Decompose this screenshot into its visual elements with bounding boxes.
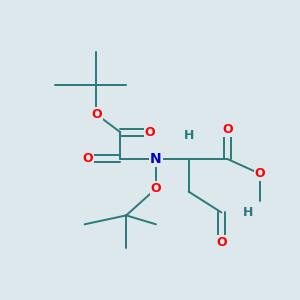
Text: O: O bbox=[145, 126, 155, 139]
Text: O: O bbox=[222, 123, 232, 136]
Text: O: O bbox=[255, 167, 265, 180]
Text: O: O bbox=[91, 108, 102, 121]
Text: H: H bbox=[243, 206, 253, 219]
Text: N: N bbox=[150, 152, 162, 166]
Text: O: O bbox=[82, 152, 93, 165]
Text: H: H bbox=[184, 129, 194, 142]
Text: O: O bbox=[151, 182, 161, 195]
Text: O: O bbox=[216, 236, 226, 249]
